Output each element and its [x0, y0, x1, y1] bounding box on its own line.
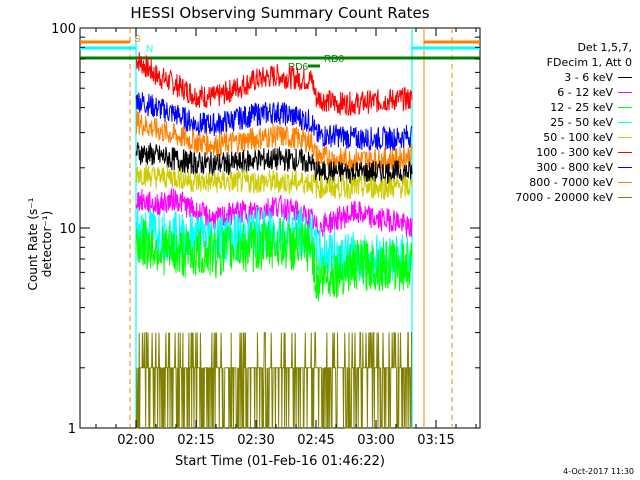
- legend-header-detectors: Det 1,5,7,: [577, 41, 632, 54]
- series-line-4: [135, 163, 413, 201]
- legend-swatch: [618, 92, 632, 93]
- series-line-0: [135, 52, 413, 117]
- legend-entry-label: 3 - 6 keV: [564, 71, 613, 84]
- legend-entry-label: 300 - 800 keV: [536, 161, 613, 174]
- legend-swatch: [618, 122, 632, 123]
- legend-swatch: [618, 182, 632, 183]
- annotation-n-label: N: [146, 44, 153, 55]
- legend-entry: 6 - 12 keV: [515, 85, 632, 100]
- legend-entry: 25 - 50 keV: [515, 115, 632, 130]
- legend-header-decimation: FDecim 1, Att 0: [546, 56, 632, 69]
- y-axis-label: Count Rate (s⁻¹ detector⁻¹): [26, 197, 54, 291]
- legend-entry: 300 - 800 keV: [515, 160, 632, 175]
- legend-entry: 50 - 100 keV: [515, 130, 632, 145]
- legend-entry-label: 50 - 100 keV: [543, 131, 613, 144]
- x-axis-label: Start Time (01-Feb-16 01:46:22): [175, 454, 385, 469]
- x-tick-label-5: 03:15: [417, 433, 454, 448]
- legend-entry: 800 - 7000 keV: [515, 175, 632, 190]
- footer-date: 4-Oct-2017 11:30: [563, 467, 634, 476]
- y-tick-label-1: 10: [59, 222, 76, 237]
- x-tick-label-4: 03:00: [357, 433, 394, 448]
- legend-entry-label: 100 - 300 keV: [536, 146, 613, 159]
- legend-entry-label: 25 - 50 keV: [550, 116, 613, 129]
- y-tick-label-2: 100: [51, 22, 76, 37]
- annotation-rd0-label: RD0: [324, 54, 344, 65]
- y-tick-label-0: 1: [68, 422, 76, 437]
- legend-entry: 7000 - 20000 keV: [515, 190, 632, 205]
- x-tick-label-1: 02:15: [177, 433, 214, 448]
- x-tick-label-0: 02:00: [117, 433, 154, 448]
- legend-entry-label: 800 - 7000 keV: [529, 176, 613, 189]
- legend: Det 1,5,7, FDecim 1, Att 0 3 - 6 keV 6 - …: [515, 40, 632, 205]
- series-line-2: [135, 110, 413, 174]
- legend-swatch: [618, 107, 632, 108]
- legend-entry: 12 - 25 keV: [515, 100, 632, 115]
- legend-entry-label: 6 - 12 keV: [557, 86, 613, 99]
- legend-swatch: [618, 77, 632, 78]
- legend-swatch: [618, 152, 632, 153]
- chart-title: HESSI Observing Summary Count Rates: [130, 4, 430, 22]
- annotation-rd6-label: RD6: [288, 62, 308, 73]
- legend-entry: 100 - 300 keV: [515, 145, 632, 160]
- series-line-1: [135, 92, 413, 152]
- series-line-5: [135, 188, 413, 238]
- legend-swatch: [618, 137, 632, 138]
- series-line-7: [135, 217, 413, 302]
- legend-entry: 3 - 6 keV: [515, 70, 632, 85]
- legend-entry-label: 7000 - 20000 keV: [515, 191, 613, 204]
- x-tick-label-3: 02:45: [297, 433, 334, 448]
- legend-swatch: [618, 197, 632, 198]
- series-line-3: [135, 142, 413, 185]
- annotation-s-label: S: [134, 34, 141, 45]
- legend-swatch: [618, 167, 632, 168]
- x-tick-label-2: 02:30: [237, 433, 274, 448]
- legend-entry-label: 12 - 25 keV: [550, 101, 613, 114]
- series-line-8: [136, 332, 412, 429]
